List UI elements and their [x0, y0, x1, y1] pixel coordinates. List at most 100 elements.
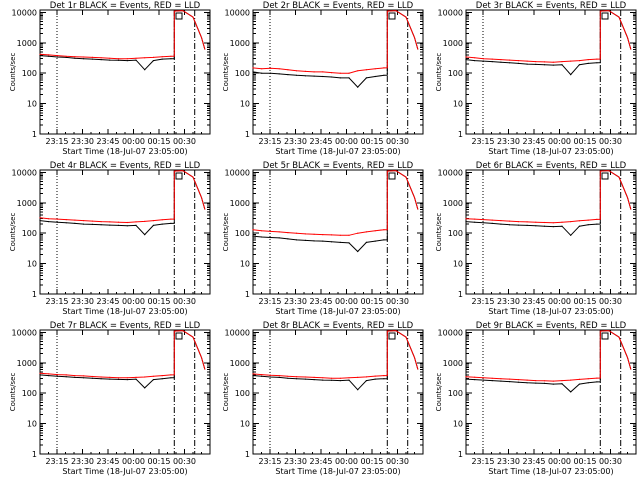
data-point-black — [144, 69, 146, 71]
data-point-black — [126, 225, 128, 227]
y-axis-label: Counts/sec — [435, 53, 443, 92]
data-point-red — [287, 375, 289, 377]
chart-panel-3: Det 3r BLACK = Events, RED = LLD 1 10 100 10… — [435, 1, 637, 156]
data-point-red — [365, 69, 367, 71]
data-point-red — [252, 67, 254, 69]
plot-frame — [252, 9, 424, 135]
data-point-black — [365, 241, 367, 243]
data-point-black — [374, 75, 376, 78]
data-point-black — [339, 380, 341, 382]
y-tick-label: 10000 — [438, 168, 463, 177]
data-point-black — [552, 64, 554, 66]
data-point-black — [535, 63, 537, 65]
data-point-black — [596, 62, 598, 64]
data-point-black — [330, 241, 333, 243]
data-point-red — [587, 378, 589, 380]
data-point-black — [170, 222, 172, 224]
x-tick-label: 00:15 — [360, 457, 383, 466]
data-point-black — [578, 64, 581, 66]
data-point-red — [48, 373, 50, 375]
data-point-red — [287, 69, 289, 71]
event-box-marker — [601, 172, 609, 180]
data-point-black — [261, 72, 263, 74]
data-point-red — [482, 377, 485, 379]
data-point-black — [330, 76, 333, 78]
x-tick-label: 23:30 — [497, 457, 520, 466]
x-axis-label: Start Time (18-Jul-07 23:05:00) — [275, 147, 400, 156]
data-point-red — [552, 222, 554, 224]
data-point-red — [91, 375, 93, 378]
data-point-red — [269, 374, 272, 376]
x-tick-label: 23:15 — [258, 457, 281, 466]
x-tick-label: 23:30 — [284, 297, 307, 306]
x-tick-label: 00:30 — [386, 137, 409, 146]
data-point-black — [161, 58, 163, 60]
data-point-black — [561, 64, 563, 66]
data-point-red — [526, 60, 528, 62]
x-tick-label: 23:15 — [258, 137, 281, 146]
data-point-red — [278, 68, 280, 70]
data-point-black — [135, 224, 137, 226]
data-point-black — [109, 224, 111, 226]
data-point-red — [535, 380, 537, 382]
series-red — [252, 10, 419, 74]
x-tick-label: 23:45 — [309, 297, 332, 306]
y-axis-label: Counts/sec — [9, 213, 17, 252]
x-axis-label: Start Time (18-Jul-07 23:05:00) — [488, 307, 613, 316]
y-tick-label: 100 — [235, 69, 250, 78]
chart-panel-2: Det 2r BLACK = Events, RED = LLD 1 10 100 10… — [222, 1, 424, 156]
data-point-red — [65, 219, 67, 221]
y-tick-label: 100 — [235, 229, 250, 238]
data-point-red — [269, 230, 272, 232]
data-point-red — [287, 232, 289, 234]
data-point-red — [296, 70, 298, 72]
x-tick-label: 23:45 — [309, 137, 332, 146]
x-tick-label: 00:30 — [386, 297, 409, 306]
data-point-red — [330, 234, 333, 236]
x-tick-label: 00:30 — [599, 457, 622, 466]
data-point-black — [500, 380, 502, 382]
data-point-black — [117, 59, 120, 61]
data-point-red — [126, 58, 128, 60]
data-point-red — [517, 379, 520, 381]
data-point-black — [83, 223, 85, 225]
data-point-black — [252, 71, 254, 73]
data-point-red — [500, 59, 502, 61]
data-point-black — [100, 224, 102, 226]
x-tick-label: 00:00 — [335, 457, 358, 466]
data-point-black — [383, 378, 385, 380]
data-point-black — [322, 379, 324, 381]
data-point-black — [83, 58, 85, 60]
data-point-red — [304, 233, 306, 235]
event-box-marker — [175, 332, 183, 340]
data-point-red — [144, 57, 146, 59]
data-point-red — [126, 221, 128, 224]
data-point-black — [48, 55, 50, 57]
data-point-black — [383, 239, 385, 241]
chart-title: Det 1r BLACK = Events, RED = LLD — [50, 1, 201, 11]
data-point-red — [482, 219, 485, 221]
chart-panel-9: Det 9r BLACK = Events, RED = LLD 1 10 100 10… — [435, 321, 637, 476]
data-point-black — [491, 61, 493, 63]
data-point-black — [261, 375, 263, 377]
y-tick-label: 100 — [448, 229, 463, 238]
data-point-black — [65, 222, 67, 224]
data-point-red — [348, 72, 350, 74]
y-axis-label: Counts/sec — [222, 373, 230, 412]
data-point-black — [278, 73, 280, 75]
data-point-red — [117, 221, 120, 223]
data-point-red — [135, 57, 137, 59]
data-point-black — [570, 234, 572, 236]
data-point-red — [330, 72, 333, 74]
data-point-black — [491, 222, 493, 224]
data-point-black — [474, 221, 476, 223]
data-point-red — [269, 67, 272, 69]
series-red — [252, 330, 419, 379]
chart-title: Det 8r BLACK = Events, RED = LLD — [263, 321, 414, 331]
data-point-red — [100, 57, 102, 59]
data-point-red — [313, 376, 315, 378]
data-point-black — [570, 391, 572, 393]
data-point-black — [170, 58, 172, 60]
data-point-red — [526, 379, 528, 381]
x-tick-label: 23:30 — [284, 457, 307, 466]
